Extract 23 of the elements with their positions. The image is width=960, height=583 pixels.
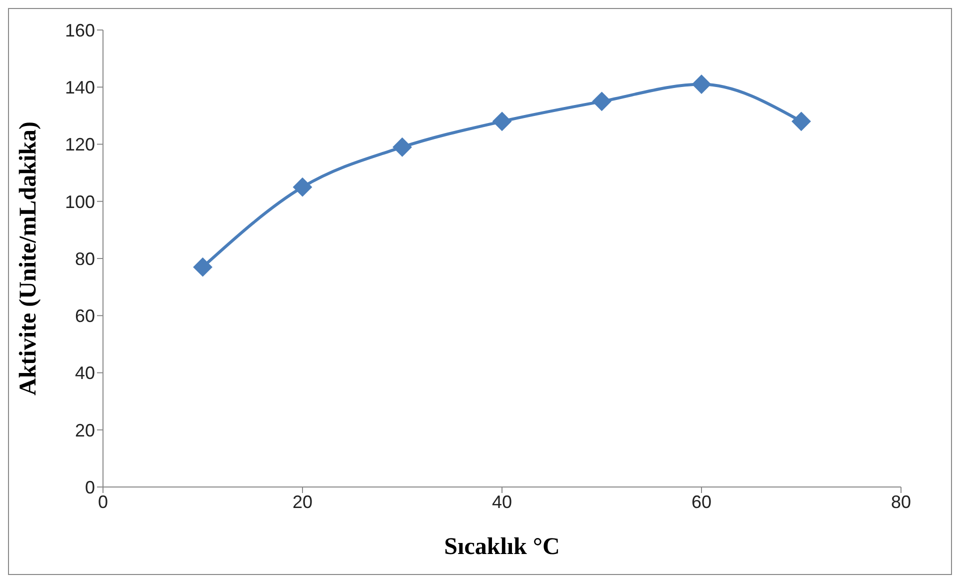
x-tick-label: 20 — [292, 492, 313, 512]
y-tick-label: 140 — [64, 78, 95, 98]
point — [692, 74, 711, 94]
y-axis-title: Aktivite (Unite/mLdakika) — [16, 121, 42, 396]
point — [492, 112, 512, 131]
point — [792, 112, 811, 131]
x-tick-label: 80 — [890, 492, 912, 512]
point — [193, 258, 212, 277]
y-tick-label: 20 — [74, 420, 95, 440]
y-tick-label: 0 — [84, 477, 95, 498]
y-tick-label: 80 — [74, 248, 95, 269]
x-tick-label: 60 — [691, 492, 712, 512]
x-axis-title: Sıcaklık °C — [444, 534, 560, 560]
x-tick-label: 0 — [98, 492, 108, 512]
y-tick-label: 40 — [74, 363, 95, 384]
point — [293, 178, 312, 197]
point — [392, 138, 412, 157]
y-tick-label: 60 — [74, 306, 95, 326]
y-tick-label: 100 — [64, 192, 95, 212]
y-tick-label: 120 — [64, 134, 95, 155]
x-tick-label: 40 — [492, 492, 512, 512]
point — [592, 92, 612, 111]
y-tick-label: 160 — [64, 20, 95, 40]
